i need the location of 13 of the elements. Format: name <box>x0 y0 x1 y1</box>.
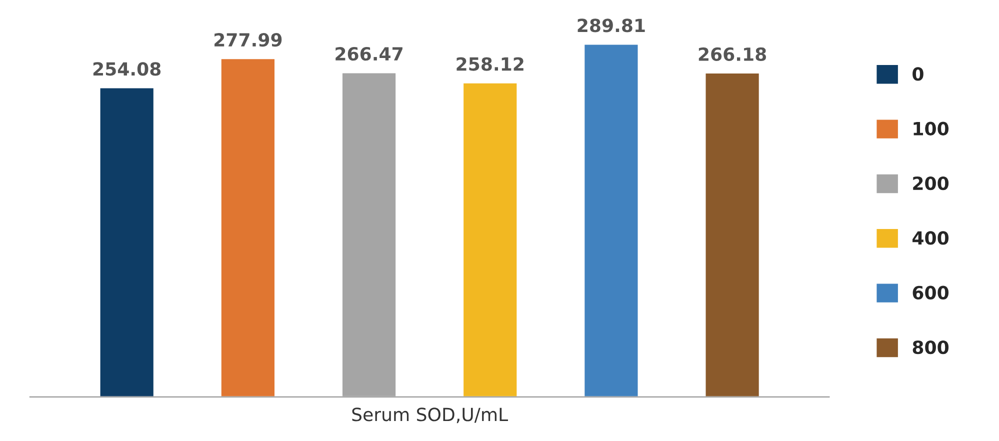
data-label: 289.81 <box>578 18 645 32</box>
legend-label: 800 <box>912 340 949 354</box>
data-label: 277.99 <box>214 33 282 47</box>
legend-label: 100 <box>914 122 949 136</box>
data-label: 266.18 <box>698 47 766 62</box>
legend-label: 200 <box>913 176 949 190</box>
data-label: 258.12 <box>456 57 524 71</box>
legend-label: 400 <box>912 231 949 245</box>
x-axis-title: Serum SOD,U/mL <box>352 408 508 424</box>
legend-label: 600 <box>912 286 949 300</box>
data-label: 266.47 <box>336 47 402 61</box>
data-label: 254.08 <box>93 62 161 76</box>
legend-label: 0 <box>912 67 924 81</box>
